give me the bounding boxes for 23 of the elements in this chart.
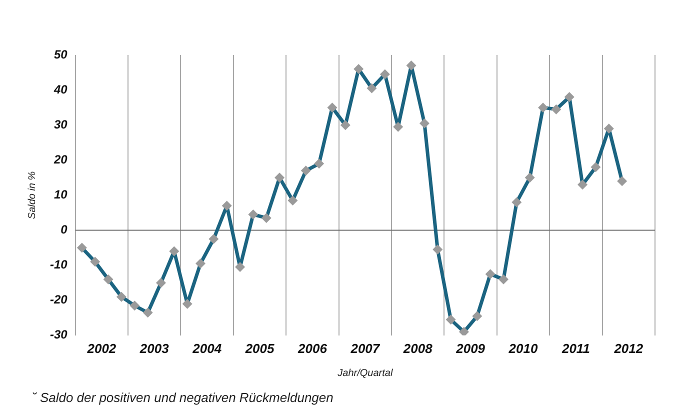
y-tick-label: 0 — [60, 222, 68, 237]
y-axis-title: Saldo in % — [26, 171, 38, 220]
x-tick-label: 2005 — [244, 340, 276, 356]
y-tick-label: 30 — [54, 117, 68, 132]
x-tick-label: 2003 — [138, 340, 170, 356]
x-tick-label: 2008 — [402, 340, 434, 356]
y-tick-label: 10 — [54, 188, 68, 202]
y-tick-label: -20 — [50, 292, 68, 307]
x-tick-label: 2006 — [297, 340, 328, 356]
x-tick-label: 2012 — [613, 340, 644, 356]
text: ˘ Saldo der positiven und negativen Rückmeldungen — [32, 390, 334, 405]
y-tick-label: -10 — [50, 258, 68, 272]
x-tick-label: 2004 — [192, 340, 222, 356]
x-tick-label: 2007 — [350, 340, 380, 356]
y-tick-label: 20 — [52, 152, 68, 166]
y-tick-label: -30 — [50, 328, 68, 342]
y-tick-label: 40 — [52, 82, 68, 96]
x-tick-label: 2002 — [86, 340, 117, 356]
x-tick-label: 2009 — [455, 340, 486, 356]
y-tick-label: 50 — [54, 47, 68, 62]
x-tick-label: 2011 — [560, 340, 590, 356]
x-tick-label: 2010 — [508, 340, 538, 356]
x-axis-title: Jahr/Quartal — [336, 368, 394, 379]
